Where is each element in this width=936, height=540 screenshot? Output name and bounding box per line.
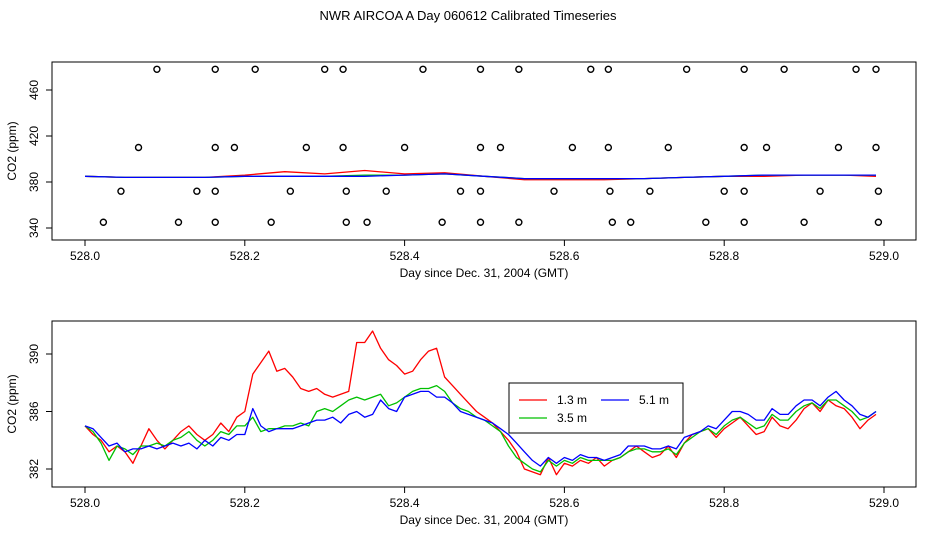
- y-tick-label-1: 340: [27, 218, 41, 238]
- x-tick-label-2: 528.2: [230, 496, 260, 510]
- x-tick-label-2: 528.4: [390, 496, 420, 510]
- calibration-point: [604, 143, 613, 152]
- calibration-point: [400, 143, 409, 152]
- x-tick-label-2: 528.0: [70, 496, 100, 510]
- calibration-point: [872, 143, 880, 152]
- y-axis-label-1: CO2 (ppm): [5, 121, 19, 180]
- calibration-point: [762, 143, 771, 152]
- calibration-point: [587, 65, 595, 74]
- legend-label: 1.3 m: [557, 393, 587, 407]
- x-tick-label-1: 528.8: [709, 249, 739, 263]
- calibration-point: [211, 187, 219, 195]
- calibration-point: [740, 187, 748, 195]
- calibration-point: [780, 65, 788, 74]
- x-axis-label-2: Day since Dec. 31, 2004 (GMT): [400, 513, 569, 527]
- legend-label: 5.1 m: [639, 393, 669, 407]
- x-tick-label-2: 528.8: [709, 496, 739, 510]
- calibration-point: [438, 218, 446, 226]
- legend-label: 3.5 m: [557, 411, 587, 425]
- calibration-point: [211, 143, 219, 152]
- calibration-point: [134, 143, 143, 152]
- calibration-point: [193, 187, 201, 195]
- calibration-point: [117, 187, 125, 195]
- calibration-point: [211, 65, 219, 74]
- calibration-point: [740, 65, 748, 74]
- series-line-5-1-m-1: [84, 173, 876, 180]
- x-axis-label-1: Day since Dec. 31, 2004 (GMT): [400, 266, 569, 280]
- calibration-point: [419, 65, 427, 74]
- calibration-point: [211, 218, 219, 226]
- calibration-point: [664, 143, 672, 152]
- calibration-point: [476, 65, 485, 74]
- calibration-point: [874, 218, 883, 226]
- plot-frame-1: [51, 61, 917, 241]
- calibration-point: [816, 187, 824, 195]
- series-line-5-1-m-2: [84, 390, 877, 467]
- calibration-point: [456, 187, 465, 195]
- calibration-point: [872, 65, 880, 74]
- x-tick-label-1: 528.2: [230, 249, 260, 263]
- calibration-point: [382, 187, 390, 195]
- calibration-point: [267, 218, 275, 226]
- calibration-point: [515, 65, 523, 74]
- calibration-point: [740, 143, 748, 152]
- x-tick-label-2: 529.0: [869, 496, 899, 510]
- y-axis-label-2: CO2 (ppm): [5, 374, 19, 433]
- series-line-1-3-m-2: [84, 330, 877, 476]
- calibration-point: [740, 218, 748, 226]
- x-tick-label-1: 528.0: [70, 249, 100, 263]
- calibration-point: [321, 65, 329, 74]
- calibration-point: [515, 218, 523, 226]
- calibration-point: [702, 218, 710, 226]
- calibration-point: [339, 65, 347, 74]
- x-tick-label-1: 529.0: [869, 249, 899, 263]
- calibration-point: [99, 218, 108, 226]
- calibration-point: [874, 187, 883, 195]
- calibration-point: [852, 65, 860, 74]
- calibration-point: [342, 218, 350, 226]
- figure-title: NWR AIRCOA A Day 060612 Calibrated Times…: [319, 8, 617, 23]
- calibration-point: [363, 218, 371, 226]
- x-tick-label-1: 528.6: [549, 249, 579, 263]
- x-tick-label-1: 528.4: [390, 249, 420, 263]
- calibration-point: [834, 143, 843, 152]
- y-tick-label-2: 390: [27, 344, 41, 364]
- calibration-point: [302, 143, 311, 152]
- calibration-point: [286, 187, 295, 195]
- series-line-3-5-m-2: [84, 384, 877, 473]
- y-tick-label-1: 460: [27, 80, 41, 100]
- calibration-point: [550, 187, 558, 195]
- calibration-point: [476, 187, 485, 195]
- calibration-point: [476, 143, 485, 152]
- calibration-point: [342, 187, 350, 195]
- calibration-point: [476, 218, 485, 226]
- calibration-point: [627, 218, 635, 226]
- y-tick-label-1: 380: [27, 172, 41, 192]
- calibration-point: [568, 143, 577, 152]
- y-tick-label-1: 420: [27, 126, 41, 146]
- calibration-point: [682, 65, 691, 74]
- calibration-point: [153, 65, 161, 74]
- calibration-point: [800, 218, 808, 226]
- calibration-point: [606, 187, 614, 195]
- calibration-point: [720, 187, 728, 195]
- y-tick-label-2: 386: [27, 401, 41, 421]
- calibration-point: [496, 143, 505, 152]
- calibration-point: [251, 65, 259, 74]
- calibration-point: [608, 218, 617, 226]
- calibration-point: [174, 218, 183, 226]
- legend-box: [508, 382, 684, 434]
- calibration-point: [339, 143, 347, 152]
- x-tick-label-2: 528.6: [549, 496, 579, 510]
- calibration-point: [604, 65, 613, 74]
- plot-frame-2: [51, 320, 917, 488]
- calibration-point: [646, 187, 654, 195]
- calibration-point: [230, 143, 239, 152]
- y-tick-label-2: 382: [27, 459, 41, 479]
